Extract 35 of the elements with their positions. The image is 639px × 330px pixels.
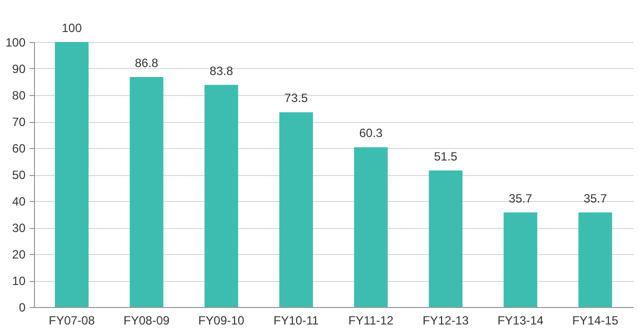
- y-tick-label: 30: [12, 221, 26, 235]
- y-tick-label: 40: [12, 194, 26, 208]
- y-tick-label: 10: [12, 274, 26, 288]
- data-label: 60.3: [359, 126, 383, 140]
- bar: [54, 42, 89, 307]
- bar: [130, 76, 164, 307]
- bar: [428, 170, 462, 307]
- data-label: 51.5: [434, 150, 458, 164]
- y-tick-label: 80: [12, 88, 26, 102]
- x-tick-label: FY10-11: [274, 314, 319, 328]
- y-tick-label: 50: [12, 168, 26, 182]
- x-tick-label: FY07-08: [48, 314, 96, 328]
- data-label: 86.8: [134, 56, 159, 70]
- x-tick-label: FY14-15: [572, 314, 619, 328]
- y-tick-label: 70: [12, 115, 26, 129]
- x-tick-label: FY12-13: [422, 314, 470, 328]
- bar: [204, 84, 238, 307]
- bar: [504, 212, 538, 307]
- data-label: 100: [62, 21, 82, 35]
- y-tick-label: 0: [18, 300, 26, 314]
- x-tick-label: FY13-14: [497, 314, 544, 328]
- x-tick-label: FY11-12: [348, 314, 394, 328]
- y-tick-label: 20: [12, 248, 26, 262]
- bar: [578, 212, 612, 307]
- x-tick-label: FY08-09: [124, 314, 170, 328]
- y-tick-label: 100: [5, 36, 26, 50]
- y-tick-label: 60: [12, 142, 26, 156]
- data-label: 73.5: [284, 91, 308, 106]
- y-tick-label: 90: [12, 62, 26, 76]
- data-label: 35.7: [584, 191, 608, 206]
- data-label: 35.7: [508, 191, 532, 206]
- bar: [279, 112, 313, 307]
- bar: [354, 147, 388, 307]
- x-tick-label: FY09-10: [198, 314, 245, 328]
- data-label: 83.8: [210, 64, 234, 78]
